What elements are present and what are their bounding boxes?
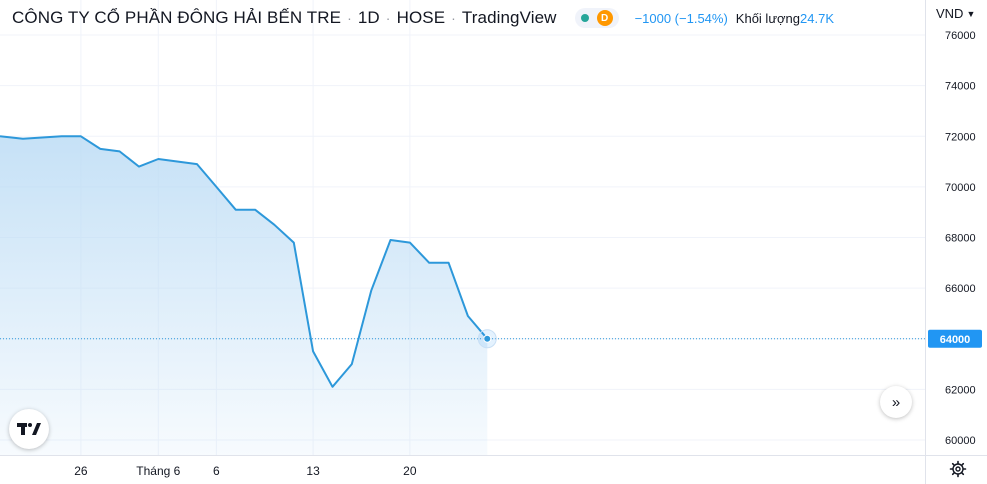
data-point[interactable] bbox=[156, 157, 160, 161]
currency-selector[interactable]: VND ▼ bbox=[936, 6, 975, 21]
area-fill bbox=[0, 136, 488, 456]
last-price-badge bbox=[928, 329, 982, 348]
data-point[interactable] bbox=[369, 289, 373, 293]
data-point[interactable] bbox=[234, 208, 238, 212]
chart-header: CÔNG TY CỔ PHẦN ĐÔNG HẢI BẾN TRE · 1D · HOSE… bbox=[0, 0, 925, 36]
scroll-to-realtime-icon: » bbox=[891, 393, 901, 411]
price-change: −1000 (−1.54%) bbox=[634, 10, 728, 26]
source-label: TradingView bbox=[461, 8, 557, 27]
data-point[interactable] bbox=[311, 349, 315, 353]
scroll-to-realtime-button[interactable]: » bbox=[880, 386, 912, 418]
volume-value: 24.7K bbox=[800, 10, 834, 26]
exchange-label: HOSE bbox=[396, 8, 446, 27]
company-name: CÔNG TY CỔ PHẦN ĐÔNG HẢI BẾN TRE bbox=[12, 8, 342, 27]
data-point[interactable] bbox=[427, 261, 431, 265]
data-point[interactable] bbox=[272, 223, 276, 227]
data-point[interactable] bbox=[350, 362, 354, 366]
market-status[interactable]: D bbox=[574, 8, 619, 28]
x-tick-label: 13 bbox=[306, 464, 320, 478]
volume-label: Khối lượng bbox=[735, 10, 801, 26]
data-point[interactable] bbox=[137, 165, 141, 169]
price-line bbox=[0, 135, 489, 388]
separator: · bbox=[385, 10, 391, 26]
y-tick-label: 72000 bbox=[945, 131, 976, 143]
data-point[interactable] bbox=[195, 162, 199, 166]
data-point[interactable] bbox=[214, 185, 218, 189]
tradingview-logo-glyph bbox=[17, 423, 41, 435]
data-point[interactable] bbox=[408, 241, 412, 245]
data-point[interactable] bbox=[389, 238, 393, 242]
gear-glyph bbox=[949, 460, 967, 478]
y-tick-label: 66000 bbox=[945, 283, 976, 295]
y-tick-label: 70000 bbox=[945, 182, 976, 194]
gear-icon[interactable] bbox=[948, 459, 968, 479]
y-tick-label: 68000 bbox=[945, 233, 976, 245]
data-point[interactable] bbox=[253, 208, 257, 212]
chevron-down-icon: ▼ bbox=[966, 9, 976, 19]
separator: · bbox=[451, 10, 456, 26]
y-tick-label: 76000 bbox=[945, 30, 976, 42]
chart-title: CÔNG TY CỔ PHẦN ĐÔNG HẢI BẾN TRE · 1D · HOSE… bbox=[12, 8, 557, 28]
data-point[interactable] bbox=[79, 134, 83, 138]
y-tick-label: 74000 bbox=[945, 81, 976, 93]
last-price-marker bbox=[483, 334, 492, 343]
x-tick-label: 20 bbox=[403, 464, 417, 478]
data-point[interactable] bbox=[331, 385, 335, 389]
tradingview-logo-icon[interactable] bbox=[9, 409, 49, 449]
separator: · bbox=[347, 10, 352, 26]
data-point[interactable] bbox=[60, 134, 64, 138]
delayed-data-badge[interactable]: D bbox=[596, 10, 613, 26]
y-tick-label: 60000 bbox=[945, 435, 976, 447]
data-point[interactable] bbox=[21, 137, 25, 141]
data-point[interactable] bbox=[292, 241, 296, 245]
data-point[interactable] bbox=[466, 314, 470, 318]
last-price-label: 64000 bbox=[940, 334, 971, 346]
data-point[interactable] bbox=[118, 149, 122, 153]
data-point[interactable] bbox=[98, 147, 102, 151]
data-point[interactable] bbox=[447, 261, 451, 265]
x-tick-label: 6 bbox=[213, 464, 220, 478]
x-tick-label: Tháng 6 bbox=[136, 464, 180, 478]
market-status-dot bbox=[580, 14, 589, 22]
currency-label: VND bbox=[936, 6, 964, 21]
interval-label[interactable]: 1D bbox=[357, 8, 380, 27]
area-layer bbox=[0, 134, 925, 456]
y-tick-label: 62000 bbox=[945, 384, 976, 396]
x-tick-label: 26 bbox=[74, 464, 88, 478]
